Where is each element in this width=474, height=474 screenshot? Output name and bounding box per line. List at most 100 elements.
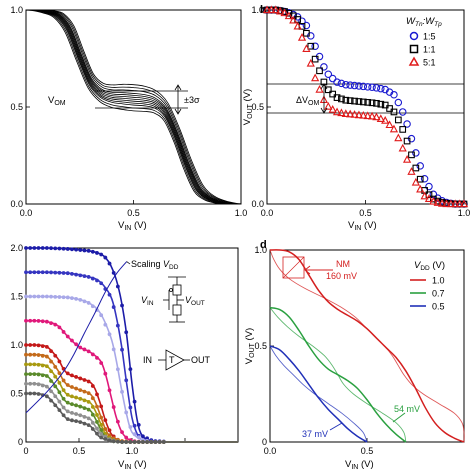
- panel-b-point-5to1: [311, 73, 320, 82]
- panel-c-point: [86, 379, 91, 384]
- panel-b-point-1to5: [346, 81, 354, 89]
- panel-b-point-5to1: [354, 110, 364, 119]
- panel-c-point: [90, 412, 95, 417]
- panel-b-point-1to1: [408, 151, 415, 159]
- panel-c-point: [74, 247, 79, 252]
- panel-c-point: [53, 270, 58, 275]
- panel-c-point: [32, 391, 37, 396]
- panel-b-point-5to1: [459, 199, 469, 208]
- panel-c-point: [86, 391, 91, 396]
- panel-b-xtick-label: 1.0: [458, 208, 471, 218]
- panel-b-point-1to5: [412, 149, 420, 157]
- panel-b-point-1to1: [324, 86, 332, 94]
- panel-c-point: [40, 270, 45, 275]
- panel-c-point: [24, 362, 28, 367]
- panel-c-point: [95, 413, 99, 417]
- panel-c-point: [36, 246, 41, 250]
- panel-a-mc-curve: [25, 9, 241, 205]
- panel-b-ylabel: VOUT (V): [242, 89, 254, 125]
- panel-c-point: [32, 352, 37, 357]
- panel-c-point: [32, 246, 37, 250]
- panel-b-point-5to1: [455, 199, 464, 208]
- panel-b-point-1to1: [346, 97, 354, 104]
- panel-c-point: [107, 428, 112, 433]
- panel-d-xtick-label: 0.5: [361, 446, 374, 456]
- panel-b-point-5to1: [446, 199, 455, 208]
- panel-d-ylabel: VOUT (V): [244, 328, 256, 364]
- panel-b-point-1to1: [368, 99, 376, 107]
- panel-c-point: [120, 440, 124, 444]
- panel-d-letter: d: [260, 239, 267, 251]
- panel-c-point: [99, 415, 104, 420]
- panel-c-point: [103, 371, 108, 376]
- panel-a-xtick-label: 0.0: [20, 208, 33, 218]
- panel-b-point-5to1: [341, 109, 350, 117]
- panel-b-point-5to1: [376, 114, 385, 123]
- panel-c-point: [65, 383, 70, 387]
- panel-c-point: [57, 371, 62, 376]
- panel-b-point-1to1: [316, 67, 323, 75]
- panel-c-point: [86, 248, 91, 253]
- panel-c-point: [82, 248, 87, 253]
- panel-c-point: [78, 345, 83, 350]
- panel-c-point: [24, 270, 28, 275]
- panel-c-point: [32, 270, 37, 275]
- panel-b-point-1to5: [368, 83, 376, 92]
- panel-c-point: [78, 273, 83, 278]
- panel-b-point-1to5: [416, 162, 424, 170]
- panel-a-mc-curve: [26, 9, 242, 205]
- panel-b-point-1to5: [350, 81, 359, 90]
- panel-a-mc-curve: [25, 9, 240, 205]
- panel-c-point: [132, 399, 137, 404]
- schematic-pmos: [172, 284, 182, 296]
- panel-b-point-1to5: [359, 82, 368, 91]
- panel-c-point: [99, 361, 104, 365]
- panel-b-point-1to5: [398, 108, 407, 116]
- panel-c-point: [65, 247, 70, 251]
- panel-c-point: [28, 352, 33, 357]
- panel-b-point-5to1: [359, 110, 368, 119]
- panel-b-point-1to5: [425, 182, 433, 191]
- panel-a-curves: [25, 9, 242, 205]
- panel-c-point: [128, 405, 133, 410]
- panel-b-point-1to1: [399, 126, 407, 133]
- panel-a: 0.0 0.5 1.0 0.0 0.5 1.0 VOM ±3σ VIN (V): [10, 5, 247, 232]
- panel-c-point: [61, 413, 66, 418]
- panel-c-point: [32, 343, 37, 347]
- panel-d-mirror-curve: [269, 345, 368, 443]
- panel-b-point-1to5: [298, 17, 306, 25]
- panel-c-point: [120, 347, 124, 352]
- panel-c-point: [111, 405, 116, 409]
- panel-c-point: [28, 318, 33, 323]
- panel-c-point: [53, 246, 58, 251]
- panel-c-point: [44, 384, 49, 389]
- gate-triangle: [165, 349, 185, 371]
- panel-b-point-5to1: [424, 194, 434, 202]
- panel-c-point: [82, 421, 87, 426]
- panel-b-point-1to1: [333, 94, 341, 101]
- panel-a-mc-curve: [27, 9, 242, 205]
- panel-c-point: [90, 249, 95, 254]
- panel-c-point: [103, 437, 108, 441]
- panel-b-legend-label: 1:5: [423, 32, 436, 42]
- panel-b-point-1to5: [355, 82, 363, 90]
- panel-b-point-1to1: [394, 116, 402, 124]
- panel-c-point: [65, 400, 70, 405]
- panel-c-point: [65, 271, 70, 276]
- panel-b-point-1to1: [364, 99, 372, 106]
- panel-d-mirror-curve: [269, 249, 465, 443]
- panel-c-point: [161, 440, 166, 444]
- panel-c-point: [95, 426, 99, 431]
- panel-b-point-1to1: [342, 96, 350, 104]
- panel-c-point: [40, 383, 45, 388]
- panel-c-point: [115, 439, 120, 444]
- panel-c-point: [28, 362, 33, 367]
- panel-c-point: [61, 405, 66, 410]
- panel-c-point: [82, 347, 87, 352]
- panel-b-point-1to1: [359, 98, 367, 106]
- panel-c-point: [74, 386, 79, 391]
- panel-c-point: [90, 396, 95, 401]
- panel-b-point-5to1: [451, 199, 460, 208]
- panel-c-point: [24, 391, 28, 396]
- panel-c-point: [70, 296, 74, 301]
